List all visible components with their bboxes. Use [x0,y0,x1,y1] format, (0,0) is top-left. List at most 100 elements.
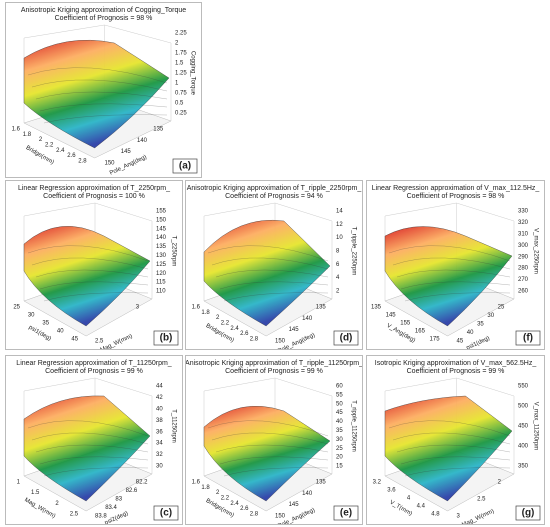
z-tick-label: 32 [156,452,163,458]
panel-title: Linear Regression approximation of T_225… [18,185,170,192]
z-tick-label: 0.75 [175,91,187,97]
surface [384,395,513,502]
y-tick-label: 135 [316,480,327,486]
x-tick-label: 2.6 [67,153,76,159]
x-tick-label: 2.2 [45,143,54,149]
letter-box [515,505,541,521]
y-axis-label: psi2(deg) [104,511,129,524]
x-tick-label: 2.6 [240,506,249,512]
plot-panel: Anisotropic Kriging approximation of T_r… [185,355,363,525]
z-tick-label: 450 [518,424,529,430]
z-axis-label: T_11250rpm [170,409,176,443]
x-tick-label: 2 [39,137,43,143]
contour [27,67,168,84]
z-tick-label: 12 [336,222,343,228]
contour [39,103,168,112]
z-tick-label: 350 [518,464,529,470]
z-tick-label: 8 [336,249,340,255]
contour [215,269,329,278]
y-tick-label: 25 [498,305,505,311]
contour [219,456,329,465]
plot-panel: Linear Regression approximation of T_112… [5,355,183,525]
contour [35,269,149,278]
y-axis-label: psi1(deg) [466,336,491,349]
contour [31,432,149,445]
z-tick-label: 1.75 [175,51,187,57]
y-tick-label: 2 [498,480,502,486]
contour [219,281,329,290]
z-tick-label: 40 [156,406,163,412]
side-wall [274,377,333,474]
plot-panel: Linear Regression approximation of V_max… [366,180,545,350]
y-tick-label: 150 [275,514,286,520]
panel-subtitle: Coefficient of Prognosis = 100 % [43,193,145,200]
y-tick-label: 150 [105,161,116,167]
y-tick-label: 135 [153,127,164,133]
contour [43,292,149,302]
panel-letter: (c) [160,508,172,519]
contour [392,432,511,445]
z-tick-label: 55 [336,392,343,398]
y-tick-label: 145 [121,149,132,155]
y-tick-label: 140 [302,491,313,497]
z-tick-label: 1 [175,81,179,87]
surface [203,405,331,502]
x-tick-label: 2.8 [250,337,259,343]
contour [211,432,329,445]
panel-title: Anisotropic Kriging approximation of T_r… [187,185,362,192]
y-axis-label: Mag_W(mm) [461,508,495,524]
contour [223,292,329,302]
side-wall [274,202,333,299]
panel-letter: (b) [160,333,173,344]
x-tick-label: 45 [71,337,78,343]
y-tick-label: 3 [457,514,461,520]
contour [27,245,149,262]
plot: Anisotropic Kriging approximation of T_r… [186,360,362,524]
x-tick-label: 2.8 [250,512,259,518]
x-tick-label: 175 [430,337,441,343]
z-tick-label: 130 [156,253,167,259]
x-axis-label: V_T(mm) [388,500,413,518]
z-tick-label: 0.25 [175,111,187,117]
contour [35,91,168,100]
x-tick-label: 2 [216,315,220,321]
z-tick-label: 60 [336,384,343,390]
x-tick-label: 2.2 [221,496,230,502]
x-tick-label: 2.2 [221,321,230,327]
contour [400,456,511,465]
z-tick-label: 10 [336,235,343,241]
x-tick-label: 4 [407,496,411,502]
panel-letter: (e) [340,508,352,519]
x-tick-label: 1.6 [192,305,201,311]
contour [404,292,511,302]
z-tick-label: 38 [156,418,163,424]
z-tick-label: 310 [518,231,529,237]
letter-box [515,330,541,346]
contour [388,420,511,437]
plot-panel: Anisotropic Kriging approximation of Cog… [5,2,202,178]
z-axis-label: V_max_11250rpm [532,402,538,451]
z-tick-label: 36 [156,429,163,435]
letter-box [153,330,179,346]
y-tick-label: 2.5 [95,339,104,345]
y-tick-label: 3 [136,305,140,311]
y-tick-label: 83 [115,497,122,503]
z-tick-label: 40 [336,419,343,425]
side-wall [456,202,515,299]
panel-subtitle: Coefficient of Prognosis = 98 % [407,193,505,200]
x-tick-label: 2.4 [56,148,65,154]
plot: Isotropic Kriging approximation of V_max… [373,360,541,524]
side-wall [94,377,153,474]
z-tick-label: 145 [156,226,167,232]
x-tick-label: 2 [55,501,59,507]
z-tick-label: 155 [156,209,167,215]
letter-box [333,330,359,346]
z-tick-label: 280 [518,266,529,272]
x-tick-label: 3.2 [373,480,382,486]
x-tick-label: 1.6 [12,127,21,133]
z-tick-label: 260 [518,289,529,295]
x-tick-label: 4.4 [417,504,426,510]
y-tick-label: 150 [275,339,286,345]
z-tick-label: 300 [518,243,529,249]
